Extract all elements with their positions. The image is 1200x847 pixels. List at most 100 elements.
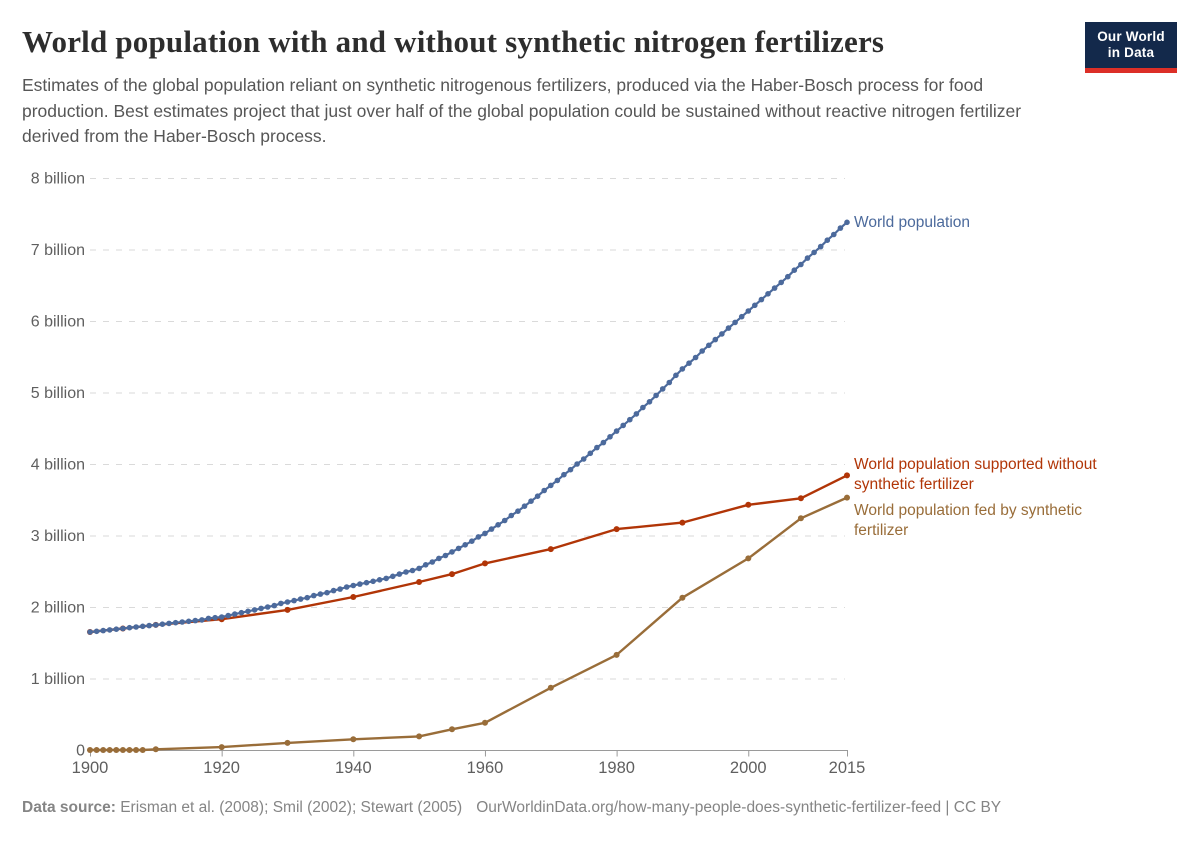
data-point [449, 726, 455, 733]
data-point [482, 530, 488, 537]
data-point [357, 581, 363, 587]
data-point [370, 578, 376, 585]
data-point [528, 498, 534, 505]
data-point [673, 372, 679, 379]
data-point [113, 747, 120, 753]
data-point [554, 477, 561, 484]
data-point [508, 512, 515, 519]
data-point [752, 302, 758, 309]
data-point [692, 354, 699, 361]
data-point [87, 747, 93, 753]
data-point [600, 439, 607, 446]
data-point [119, 747, 126, 753]
data-point [844, 494, 850, 501]
data-point [199, 617, 205, 623]
data-point [245, 608, 251, 615]
data-point [613, 526, 620, 533]
data-point [126, 624, 133, 631]
data-point [436, 555, 442, 562]
data-point [811, 249, 817, 256]
x-tick-label: 1960 [467, 759, 504, 777]
data-point [712, 336, 719, 343]
data-point [271, 602, 278, 609]
data-point [791, 267, 798, 274]
data-point [449, 549, 455, 555]
chart-subtitle: Estimates of the global population relia… [22, 75, 1022, 146]
y-tick-label: 8 billion [31, 171, 85, 188]
data-point [449, 571, 455, 578]
data-point [679, 366, 686, 372]
data-point [416, 733, 423, 740]
data-point [304, 594, 311, 601]
data-point [212, 614, 218, 621]
data-point [837, 225, 844, 231]
data-point [284, 739, 291, 746]
data-point [607, 434, 613, 440]
series-line-1 [88, 474, 849, 634]
owid-logo-line1: Our World [1097, 29, 1165, 44]
data-point [343, 584, 350, 590]
series-line-2 [88, 496, 849, 752]
data-point [442, 552, 449, 559]
page-title: World population with and without synthe… [22, 24, 885, 59]
data-point [745, 555, 752, 562]
data-point [653, 392, 659, 399]
data-point [87, 629, 93, 635]
data-point [844, 472, 850, 479]
data-point [738, 313, 745, 320]
data-point [797, 515, 804, 522]
data-point [133, 624, 139, 630]
series-label-fed-by-fertilizer: World population fed by synthetic fertil… [854, 502, 1083, 539]
data-point [152, 746, 159, 753]
y-tick-label: 3 billion [31, 528, 85, 545]
data-point [100, 627, 106, 634]
y-tick-label: 0 [76, 743, 85, 760]
data-point [159, 621, 166, 627]
data-point [416, 565, 422, 572]
data-point [594, 444, 600, 451]
data-point [179, 619, 185, 625]
data-point [106, 627, 113, 633]
data-point [172, 619, 179, 626]
data-point [409, 567, 416, 574]
data-point [120, 625, 126, 632]
data-point [330, 587, 337, 594]
data-point [218, 744, 225, 751]
data-point [113, 626, 120, 632]
data-point [475, 534, 482, 540]
data-point [679, 519, 686, 526]
data-point [613, 428, 620, 434]
data-point [831, 231, 837, 238]
data-point [396, 571, 403, 577]
data-point [515, 508, 521, 514]
owid-logo: Our World in Data [1085, 22, 1177, 73]
data-point [732, 319, 738, 326]
source-url: OurWorldinData.org/how-many-people-does-… [476, 799, 1002, 816]
data-point [613, 651, 620, 658]
data-point [403, 569, 409, 575]
data-point [106, 747, 113, 753]
x-tick-label: 2015 [829, 759, 866, 777]
data-point [640, 404, 646, 411]
data-point [633, 411, 640, 417]
data-point [153, 622, 159, 628]
data-point [541, 487, 547, 494]
data-point [561, 471, 567, 478]
data-point [785, 273, 791, 280]
data-point [804, 255, 811, 261]
data-point [778, 279, 784, 286]
data-point [627, 416, 633, 423]
data-point [416, 579, 423, 585]
data-point [844, 219, 850, 226]
data-point [482, 719, 488, 726]
data-point [324, 589, 330, 596]
data-point [587, 450, 594, 457]
data-point [580, 456, 587, 462]
data-point [547, 684, 554, 691]
data-point [745, 501, 752, 508]
data-point [719, 331, 725, 337]
data-point [455, 545, 462, 552]
data-point [278, 600, 284, 607]
data-point [758, 296, 765, 303]
